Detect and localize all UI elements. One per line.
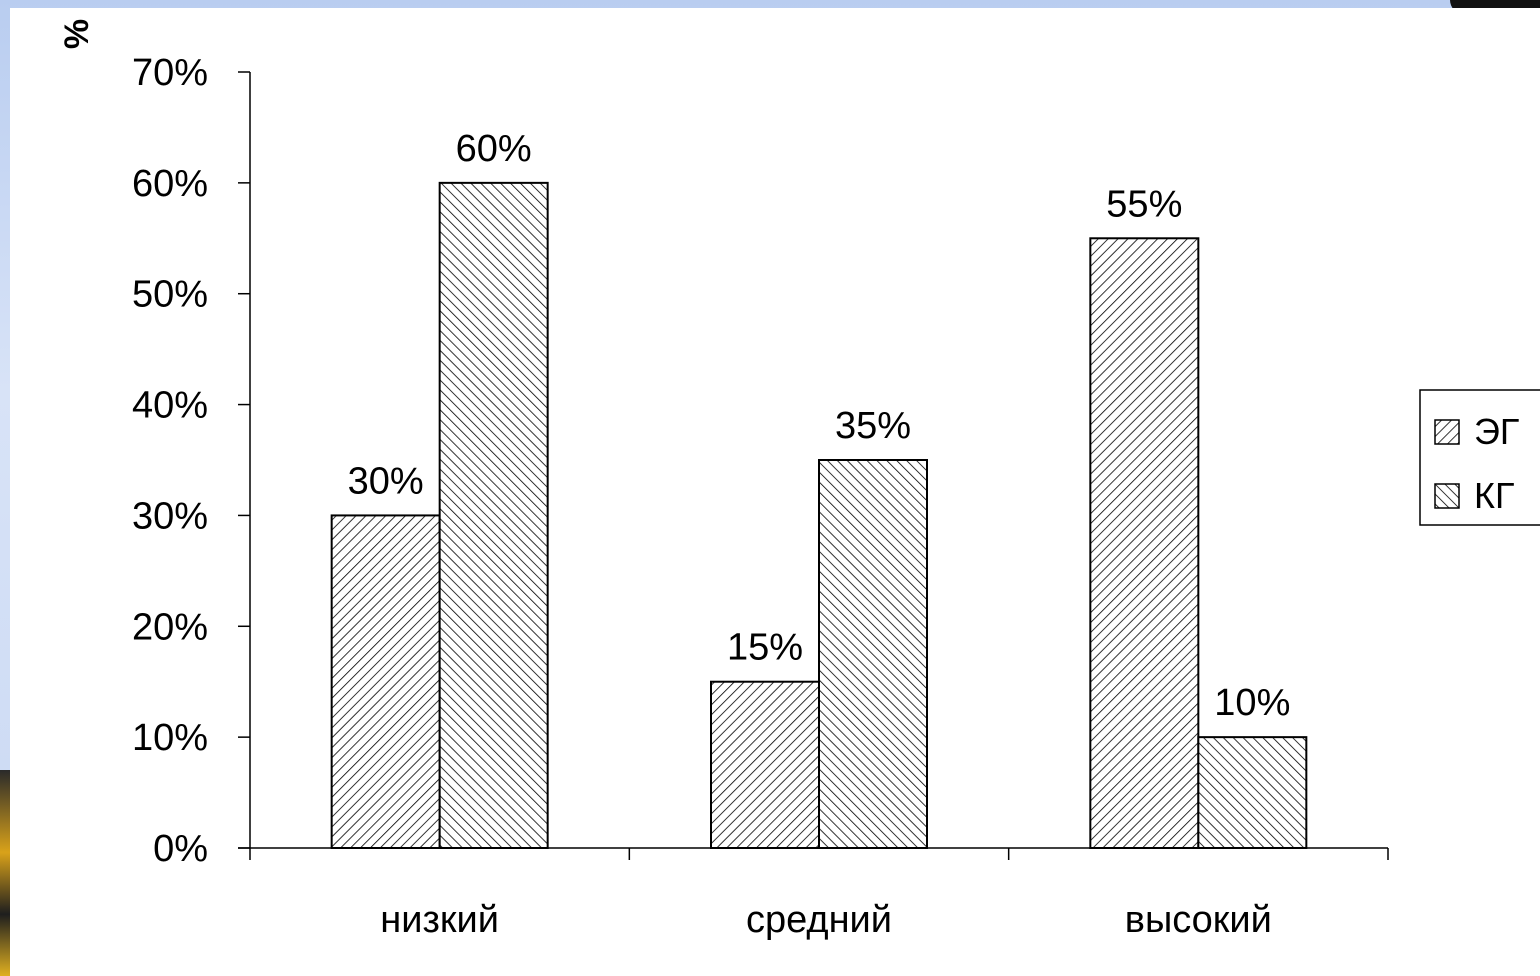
y-tick-label: 40% [132,385,208,427]
bar-kg [1197,736,1308,850]
x-tick-label: низкий [380,899,499,941]
bar-labels: 30% 60% 15% 35% 55% 10% [348,128,1291,724]
data-label: 15% [727,627,803,669]
y-tick-label: 60% [132,163,208,205]
y-tick-label: 70% [132,52,208,94]
bar-kg [818,459,928,849]
legend-swatch-eg [1434,419,1460,445]
legend: ЭГ КГ [1419,389,1540,526]
y-tick-label: 30% [132,495,208,537]
x-tick-label: средний [746,899,892,941]
legend-label-kg: КГ [1474,475,1514,516]
legend-label-eg: ЭГ [1474,411,1519,452]
data-label: 30% [348,460,424,502]
y-axis-label: % [58,19,96,49]
bar-kg [438,181,549,850]
x-axis: низкий средний высокий [238,847,1389,941]
y-tick-label: 50% [132,274,208,316]
data-label: 60% [456,128,532,170]
legend-swatch-kg [1434,483,1460,509]
bar-eg [1089,237,1200,850]
bars [330,181,1308,850]
y-axis: 0% 10% 20% 30% 40% 50% 60% 70% [132,52,251,870]
data-label: 35% [835,405,911,447]
data-label: 55% [1106,183,1182,225]
data-label: 10% [1214,682,1290,724]
y-tick-label: 0% [153,828,208,870]
x-tick-label: высокий [1125,899,1272,941]
bar-eg [710,680,820,850]
bar-eg [330,514,441,850]
y-tick-label: 20% [132,606,208,648]
y-tick-label: 10% [132,717,208,759]
